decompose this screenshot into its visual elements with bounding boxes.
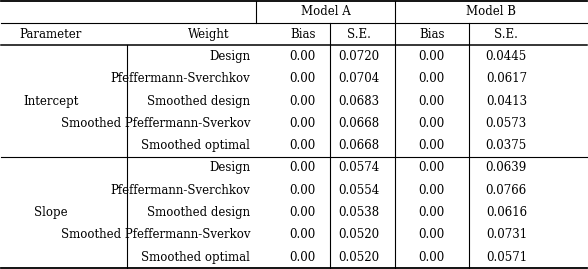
Text: Smoothed design: Smoothed design [147,94,250,108]
Text: Intercept: Intercept [23,94,78,108]
Text: Weight: Weight [188,28,230,41]
Text: 0.00: 0.00 [419,184,445,197]
Text: 0.00: 0.00 [290,184,316,197]
Text: 0.0538: 0.0538 [338,206,379,219]
Text: 0.00: 0.00 [290,206,316,219]
Text: 0.0375: 0.0375 [486,139,527,152]
Text: 0.00: 0.00 [419,50,445,63]
Text: Parameter: Parameter [19,28,82,41]
Text: 0.00: 0.00 [419,251,445,264]
Text: Pfeffermann-Sverchkov: Pfeffermann-Sverchkov [111,72,250,85]
Text: 0.0445: 0.0445 [486,50,527,63]
Text: 0.00: 0.00 [290,228,316,241]
Text: 0.00: 0.00 [419,117,445,130]
Text: Bias: Bias [290,28,316,41]
Text: Smoothed Pfeffermann-Sverkov: Smoothed Pfeffermann-Sverkov [61,117,250,130]
Text: 0.0731: 0.0731 [486,228,527,241]
Text: 0.00: 0.00 [419,72,445,85]
Text: 0.00: 0.00 [419,206,445,219]
Text: 0.0704: 0.0704 [338,72,379,85]
Text: 0.00: 0.00 [290,161,316,175]
Text: Smoothed optimal: Smoothed optimal [141,251,250,264]
Text: 0.0617: 0.0617 [486,72,527,85]
Text: 0.00: 0.00 [290,50,316,63]
Text: 0.00: 0.00 [419,228,445,241]
Text: 0.0413: 0.0413 [486,94,527,108]
Text: 0.0573: 0.0573 [486,117,527,130]
Text: 0.0720: 0.0720 [338,50,379,63]
Text: 0.0668: 0.0668 [338,139,379,152]
Text: S.E.: S.E. [346,28,370,41]
Text: Design: Design [209,161,250,175]
Text: Bias: Bias [419,28,445,41]
Text: Model A: Model A [300,5,350,18]
Text: S.E.: S.E. [495,28,518,41]
Text: Smoothed optimal: Smoothed optimal [141,139,250,152]
Text: 0.0668: 0.0668 [338,117,379,130]
Text: Design: Design [209,50,250,63]
Text: 0.0639: 0.0639 [486,161,527,175]
Text: 0.00: 0.00 [290,251,316,264]
Text: 0.00: 0.00 [290,139,316,152]
Text: 0.0616: 0.0616 [486,206,527,219]
Text: 0.00: 0.00 [290,72,316,85]
Text: 0.0574: 0.0574 [338,161,379,175]
Text: Model B: Model B [466,5,516,18]
Text: 0.0520: 0.0520 [338,228,379,241]
Text: 0.0520: 0.0520 [338,251,379,264]
Text: 0.00: 0.00 [290,94,316,108]
Text: 0.00: 0.00 [419,94,445,108]
Text: Pfeffermann-Sverchkov: Pfeffermann-Sverchkov [111,184,250,197]
Text: 0.00: 0.00 [290,117,316,130]
Text: Smoothed design: Smoothed design [147,206,250,219]
Text: 0.0683: 0.0683 [338,94,379,108]
Text: Slope: Slope [34,206,68,219]
Text: 0.0571: 0.0571 [486,251,527,264]
Text: Smoothed Pfeffermann-Sverkov: Smoothed Pfeffermann-Sverkov [61,228,250,241]
Text: 0.0766: 0.0766 [486,184,527,197]
Text: 0.00: 0.00 [419,161,445,175]
Text: 0.00: 0.00 [419,139,445,152]
Text: 0.0554: 0.0554 [338,184,379,197]
